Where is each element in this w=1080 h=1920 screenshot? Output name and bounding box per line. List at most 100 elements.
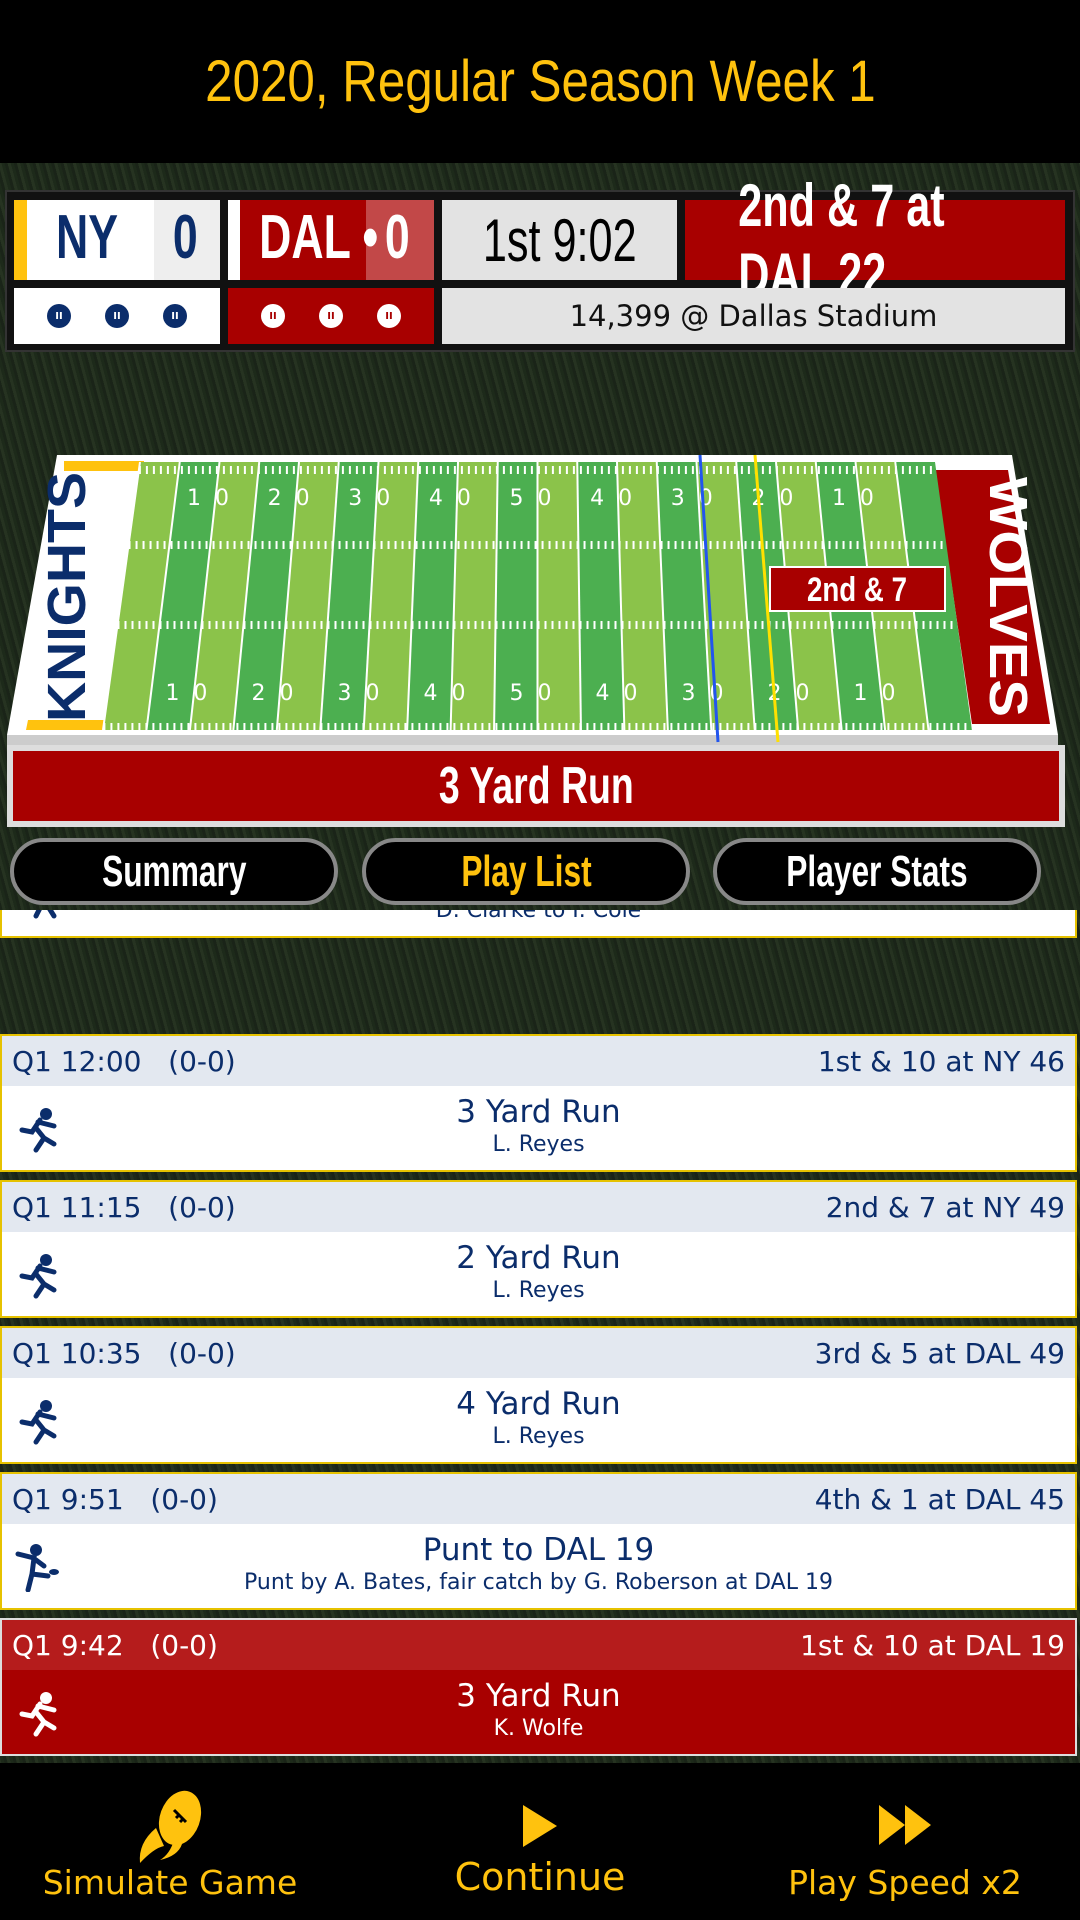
play-time: Q1 11:15 (0-0) <box>12 1190 236 1224</box>
yard-number: 30 <box>671 486 727 511</box>
play-detail: Punt by A. Bates, fair catch by G. Rober… <box>244 1570 833 1595</box>
home-color-stripe <box>14 200 27 280</box>
play-header: Q1 9:42 (0-0) 1st & 10 at DAL 19 <box>2 1620 1075 1670</box>
yard-number: 20 <box>251 681 307 706</box>
down-marker-label: 2nd & 7 <box>807 571 907 609</box>
field-stripe <box>363 462 419 730</box>
left-endzone-label: KNIGHTS <box>37 472 97 722</box>
game-clock: 1st 9:02 <box>442 200 677 280</box>
play-list-item[interactable]: Q1 11:15 (0-0) 2nd & 7 at NY 49 2 Yard Ru… <box>0 1180 1077 1318</box>
fast-forward-icon <box>879 1805 931 1845</box>
header: 2020, Regular Season Week 1 <box>0 0 1080 163</box>
away-score: 0 <box>384 203 410 272</box>
play-situation: 3rd & 5 at DAL 49 <box>814 1336 1065 1370</box>
play-list-item[interactable]: Q1 9:51 (0-0) 4th & 1 at DAL 45 Punt to D… <box>0 1472 1077 1610</box>
line-of-scrimmage <box>698 454 720 743</box>
yard-line <box>275 461 300 731</box>
possession-stripe <box>228 200 240 280</box>
home-team-score: NY 0 <box>14 200 220 280</box>
field-stripe <box>276 462 339 730</box>
continue-button[interactable]: Continue <box>370 1763 710 1920</box>
first-down-line <box>753 454 780 743</box>
play-situation: 2nd & 7 at NY 49 <box>825 1190 1065 1224</box>
yard-number: 10 <box>165 681 221 706</box>
yard-line <box>145 461 181 731</box>
yard-line <box>493 461 499 731</box>
yard-line <box>695 461 713 731</box>
tab-player-stats[interactable]: Player Stats <box>713 838 1041 905</box>
yard-line <box>576 461 582 731</box>
play-list-item[interactable]: Q1 12:00 (0-0) 1st & 10 at NY 46 3 Yard R… <box>0 1034 1077 1172</box>
field-stripe <box>577 462 625 730</box>
play-detail: L. Reyes <box>492 1424 585 1449</box>
timeout-icon: II <box>105 304 129 328</box>
down-distance: 2nd & 7 at DAL 22 <box>685 172 1065 308</box>
yard-number: 40 <box>590 486 646 511</box>
field-edge <box>7 735 1058 745</box>
footer: Simulate Game Continue Play Speed x2 <box>0 1763 1080 1920</box>
play-time: Q1 12:00 (0-0) <box>12 1044 236 1078</box>
play-icon <box>523 1805 557 1847</box>
play-time: Q1 9:51 (0-0) <box>12 1482 218 1516</box>
field-stripe <box>494 462 538 730</box>
yard-number: 30 <box>337 681 393 706</box>
yard-line <box>362 461 380 731</box>
play-list-item[interactable]: Q1 12:49 (0-0)1st & 10 at NY 35 11 Yard … <box>0 910 1077 938</box>
play-title: 3 Yard Run <box>456 1094 621 1130</box>
play-list-item[interactable]: Q1 10:35 (0-0) 3rd & 5 at DAL 49 4 Yard R… <box>0 1326 1077 1464</box>
play-situation: 1st & 10 at DAL 19 <box>800 1628 1065 1662</box>
tab-play-list[interactable]: Play List <box>362 838 690 905</box>
yard-line <box>616 461 626 731</box>
yard-line <box>232 461 261 731</box>
yard-number: 20 <box>268 486 324 511</box>
scoreboard: NY 0 DAL • 0 1st 9:02 2nd & 7 at DAL 22 … <box>5 172 1075 352</box>
play-title: 3 Yard Run <box>456 1678 621 1714</box>
right-endzone-label: WOLVES <box>978 477 1038 717</box>
yard-number: 10 <box>187 486 243 511</box>
yard-number: 50 <box>510 681 566 706</box>
field-stripe <box>103 462 180 730</box>
yard-number: 40 <box>429 486 485 511</box>
home-timeouts: II II II <box>14 288 220 344</box>
yard-line <box>449 461 459 731</box>
field-stripe <box>233 462 299 730</box>
yard-line <box>102 461 141 731</box>
simulate-game-button[interactable]: Simulate Game <box>0 1763 340 1920</box>
field-stripe <box>656 462 712 730</box>
run-icon <box>19 1692 57 1737</box>
play-time: Q1 9:42 (0-0) <box>12 1628 218 1662</box>
field-stripe <box>146 462 220 730</box>
attendance: 14,399 @ Dallas Stadium <box>442 288 1065 344</box>
home-score: 0 <box>172 203 198 272</box>
yard-line <box>735 461 756 731</box>
timeout-icon: II <box>319 304 343 328</box>
play-list-item[interactable]: Q1 9:42 (0-0) 1st & 10 at DAL 19 3 Yard R… <box>0 1618 1077 1756</box>
run-icon <box>19 1108 57 1153</box>
play-title: 4 Yard Run <box>456 1386 621 1422</box>
play-speed-button[interactable]: Play Speed x2 <box>730 1763 1080 1920</box>
pass-icon <box>33 910 57 919</box>
play-list[interactable]: Q1 12:49 (0-0)1st & 10 at NY 35 11 Yard … <box>0 910 1080 1760</box>
yard-number: 30 <box>348 486 404 511</box>
pylon-marker <box>26 720 105 730</box>
yard-number: 40 <box>423 681 479 706</box>
away-timeouts: II II II <box>228 288 434 344</box>
play-situation: 4th & 1 at DAL 45 <box>814 1482 1065 1516</box>
play-body: Punt to DAL 19 Punt by A. Bates, fair cat… <box>2 1524 1075 1608</box>
tab-summary[interactable]: Summary <box>10 838 338 905</box>
away-abbr: DAL • <box>259 203 379 272</box>
play-detail: D. Clarke to I. Cole <box>435 910 642 923</box>
field-stripe <box>189 462 260 730</box>
play-body: 3 Yard Run L. Reyes <box>2 1086 1075 1170</box>
yard-number: 50 <box>510 486 566 511</box>
play-body: 4 Yard Run L. Reyes <box>2 1378 1075 1462</box>
yard-number: 10 <box>832 486 888 511</box>
away-team-score: DAL • 0 <box>228 200 434 280</box>
timeout-icon: II <box>47 304 71 328</box>
play-header: Q1 9:51 (0-0) 4th & 1 at DAL 45 <box>2 1474 1075 1524</box>
play-time: Q1 10:35 (0-0) <box>12 1336 236 1370</box>
yard-number: 10 <box>854 681 910 706</box>
play-body: 11 Yard PassD. Clarke to I. Cole <box>2 910 1075 936</box>
yard-line <box>655 461 669 731</box>
play-detail: L. Reyes <box>492 1278 585 1303</box>
